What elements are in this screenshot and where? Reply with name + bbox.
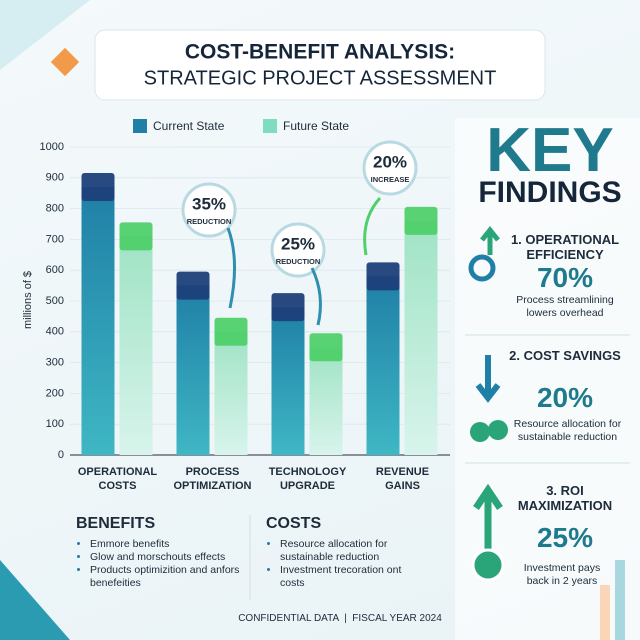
- bar: [214, 331, 248, 455]
- finding-text: Investment pays back in 2 years: [523, 562, 601, 587]
- bar: [271, 307, 305, 455]
- legend-swatch: [133, 119, 147, 133]
- callout-arrow: [226, 227, 236, 309]
- x-tick-label: PROCESS OPTIMIZATION: [173, 466, 252, 492]
- list-item: Glow and morschouts effects: [90, 551, 260, 564]
- y-tick-label: 1000: [40, 141, 64, 153]
- annotation-label: INCREASE: [371, 175, 410, 184]
- money-icon: [488, 420, 508, 440]
- finding-heading: 3. ROI MAXIMIZATION: [517, 483, 613, 513]
- y-tick-label: 200: [46, 387, 64, 399]
- bar: [119, 236, 153, 455]
- bar: [176, 285, 210, 455]
- money-icon: [470, 422, 490, 442]
- bar-cap: [119, 222, 153, 251]
- bar: [404, 220, 438, 455]
- finding-heading: 1. OPERATIONAL EFFICIENCY: [510, 232, 620, 262]
- decor: [0, 560, 70, 640]
- legend-swatch: [263, 119, 277, 133]
- x-tick-label: REVENUE GAINS: [375, 466, 430, 492]
- annotation-value: 25%: [281, 234, 315, 253]
- annotation-value: 20%: [373, 152, 407, 171]
- y-tick-label: 300: [46, 357, 64, 369]
- finding-value: 25%: [536, 522, 594, 553]
- list-item: Investment trecoration ont costs: [280, 564, 420, 590]
- finding-value: 70%: [536, 262, 594, 293]
- bar-cap: [271, 293, 305, 322]
- finding-heading: 2. COST SAVINGS: [509, 348, 621, 363]
- annotation-label: REDUCTION: [276, 257, 321, 266]
- costs-title: COSTS: [266, 515, 322, 532]
- findings-subtitle: FINDINGS: [478, 176, 622, 209]
- legend-label: Future State: [283, 119, 349, 133]
- chart-subtitle: STRATEGIC PROJECT ASSESSMENT: [144, 67, 497, 89]
- legend-label: Current State: [153, 119, 225, 133]
- findings-title: KEY: [486, 116, 614, 185]
- list-item: Emmore benefits: [90, 538, 260, 551]
- y-tick-label: 900: [46, 172, 64, 184]
- finding-text: Resource allocation for sustainable redu…: [513, 418, 622, 443]
- callout: [181, 182, 237, 238]
- bar-cap: [81, 173, 115, 202]
- costs-list: Resource allocation for sustainable redu…: [266, 538, 420, 590]
- benefits-list: Emmore benefitsGlow and morschouts effec…: [76, 538, 260, 590]
- title-box: [94, 29, 546, 101]
- chart-title: COST-BENEFIT ANALYSIS:: [185, 41, 455, 64]
- decor: [0, 0, 90, 70]
- arrow-icon: [475, 355, 501, 403]
- y-tick-label: 100: [46, 418, 64, 430]
- benefits-title: BENEFITS: [76, 515, 156, 532]
- list-item: Products optimizition and anfors benefei…: [90, 564, 260, 590]
- y-tick-label: 700: [46, 233, 64, 245]
- y-tick-label: 0: [58, 449, 64, 461]
- finding-text: Process streamlining lowers overhead: [516, 294, 614, 319]
- callout-arrow: [363, 196, 382, 256]
- footer: CONFIDENTIAL DATA | FISCAL YEAR 2024: [238, 613, 442, 624]
- arrow-icon: [480, 225, 500, 255]
- coin-icon: [471, 548, 505, 582]
- callout: [362, 140, 418, 196]
- y-tick-label: 400: [46, 326, 64, 338]
- bar-cap: [404, 206, 438, 235]
- x-tick-label: TECHNOLOGY UPGRADE: [268, 466, 347, 492]
- gear-icon: [468, 254, 496, 282]
- annotation-value: 35%: [192, 194, 226, 213]
- bar: [81, 187, 115, 456]
- list-item: Resource allocation for sustainable redu…: [280, 538, 420, 564]
- bar-cap: [309, 333, 343, 362]
- finding-value: 20%: [536, 382, 594, 413]
- y-tick-label: 600: [46, 264, 64, 276]
- annotation-label: REDUCTION: [187, 217, 232, 226]
- y-axis-label: millions of $: [22, 271, 34, 329]
- bar: [309, 347, 343, 455]
- bar-cap: [214, 317, 248, 346]
- x-tick-label: OPERATIONAL COSTS: [77, 466, 158, 492]
- y-tick-label: 800: [46, 203, 64, 215]
- bar-cap: [366, 262, 400, 291]
- bar-cap: [176, 271, 210, 300]
- callout-arrow: [310, 267, 322, 326]
- bar: [366, 276, 400, 455]
- y-tick-label: 500: [46, 295, 64, 307]
- decor: [50, 47, 80, 77]
- callout: [270, 222, 326, 278]
